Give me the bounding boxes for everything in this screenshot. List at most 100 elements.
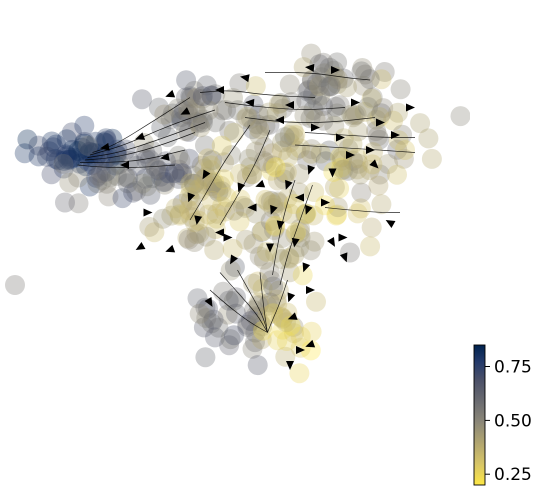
velocity-arrowhead — [306, 286, 315, 294]
scatter-point — [56, 129, 77, 150]
velocity-arrowhead — [270, 204, 278, 215]
scatter-point — [242, 119, 263, 140]
scatter-point — [260, 211, 281, 231]
scatter-point — [202, 150, 223, 171]
scatter-point — [14, 143, 35, 164]
scatter-point — [219, 335, 240, 356]
scatter-point — [368, 175, 389, 196]
scatter-point — [327, 197, 348, 218]
scatter-point — [100, 167, 121, 188]
scatter-point — [358, 97, 378, 117]
velocity-arrowhead — [287, 312, 298, 320]
streamline — [272, 179, 296, 276]
scatter-point — [272, 228, 292, 248]
scatter-point — [276, 331, 297, 351]
scatter-point — [211, 181, 232, 202]
scatter-point — [180, 86, 201, 107]
scatter-point — [203, 309, 224, 330]
scatter-point — [261, 270, 282, 291]
scatter-point — [79, 141, 100, 162]
scatter-point — [224, 325, 244, 346]
scatter-point — [290, 326, 311, 347]
velocity-arrowhead — [204, 297, 213, 307]
scatter-point — [215, 201, 235, 222]
scatter-point — [274, 163, 295, 183]
scatter-point — [196, 75, 217, 96]
velocity-arrowhead — [240, 74, 250, 83]
scatter-point — [395, 140, 415, 160]
velocity-arrowhead — [266, 243, 274, 253]
scatter-point — [320, 76, 341, 96]
scatter-point — [286, 222, 307, 243]
scatter-point — [229, 211, 250, 232]
velocity-arrowhead — [351, 98, 360, 107]
scatter-point — [272, 319, 293, 340]
velocity-arrowheads — [100, 63, 415, 370]
velocity-arrowhead — [285, 179, 293, 190]
scatter-point — [168, 168, 189, 189]
scatter-point — [132, 173, 153, 194]
scatter-point — [266, 289, 287, 310]
scatter-point — [132, 89, 152, 110]
scatter-point — [256, 153, 277, 173]
streamline — [237, 269, 268, 333]
scatter-point — [450, 106, 470, 127]
scatter-point — [257, 295, 278, 316]
scatter-point — [248, 295, 269, 316]
scatter-point — [265, 157, 286, 178]
velocity-arrowhead — [302, 262, 311, 273]
scatter-point — [254, 136, 275, 157]
scatter-point — [242, 338, 263, 359]
velocity-arrowhead — [100, 142, 110, 151]
scatter-point — [220, 329, 241, 350]
scatter-point — [362, 87, 383, 108]
scatter-point — [421, 148, 442, 169]
scatter-point — [235, 229, 256, 250]
scatter-point — [313, 96, 333, 116]
scatter-point — [325, 96, 346, 117]
scatter-point — [117, 173, 138, 194]
scatter-point — [213, 169, 234, 190]
scatter-point — [187, 111, 207, 132]
scatter-point — [157, 127, 178, 148]
velocity-arrowhead — [369, 159, 379, 169]
scatter-point — [223, 122, 244, 143]
scatter-point — [196, 226, 217, 247]
scatter-point — [268, 280, 289, 301]
velocity-arrowhead — [285, 101, 294, 109]
scatter-point — [289, 163, 310, 184]
scatter-point — [290, 138, 310, 159]
scatter-point — [201, 176, 222, 197]
scatter-point — [180, 190, 201, 211]
scatter-point — [235, 197, 256, 218]
velocity-arrowhead — [339, 252, 348, 263]
scatter-point — [237, 106, 258, 127]
scatter-point — [41, 164, 62, 185]
scatter-point — [265, 215, 286, 236]
scatter-point — [61, 148, 81, 168]
scatter-point — [136, 149, 157, 170]
scatter-point — [85, 131, 106, 152]
scatter-point — [46, 134, 67, 155]
velocity-arrowhead — [237, 182, 246, 193]
scatter-point — [224, 200, 245, 221]
scatter-point — [310, 85, 331, 106]
scatter-point — [192, 112, 213, 133]
streamline — [89, 109, 216, 156]
scatter-point — [297, 150, 318, 171]
scatter-point — [107, 139, 128, 160]
scatter-point — [153, 208, 173, 229]
velocity-arrowhead — [194, 215, 203, 225]
velocity-arrowhead — [255, 179, 266, 188]
scatter-point — [74, 131, 95, 152]
velocity-arrowhead — [338, 233, 348, 242]
scatter-point — [347, 159, 368, 180]
scatter-point — [219, 120, 240, 141]
scatter-point — [272, 308, 293, 329]
velocity-arrowhead — [230, 254, 238, 265]
scatter-point — [179, 200, 199, 221]
scatter-point — [196, 166, 217, 187]
scatter-point — [279, 132, 300, 153]
scatter-point — [304, 231, 325, 252]
scatter-point — [213, 281, 234, 302]
